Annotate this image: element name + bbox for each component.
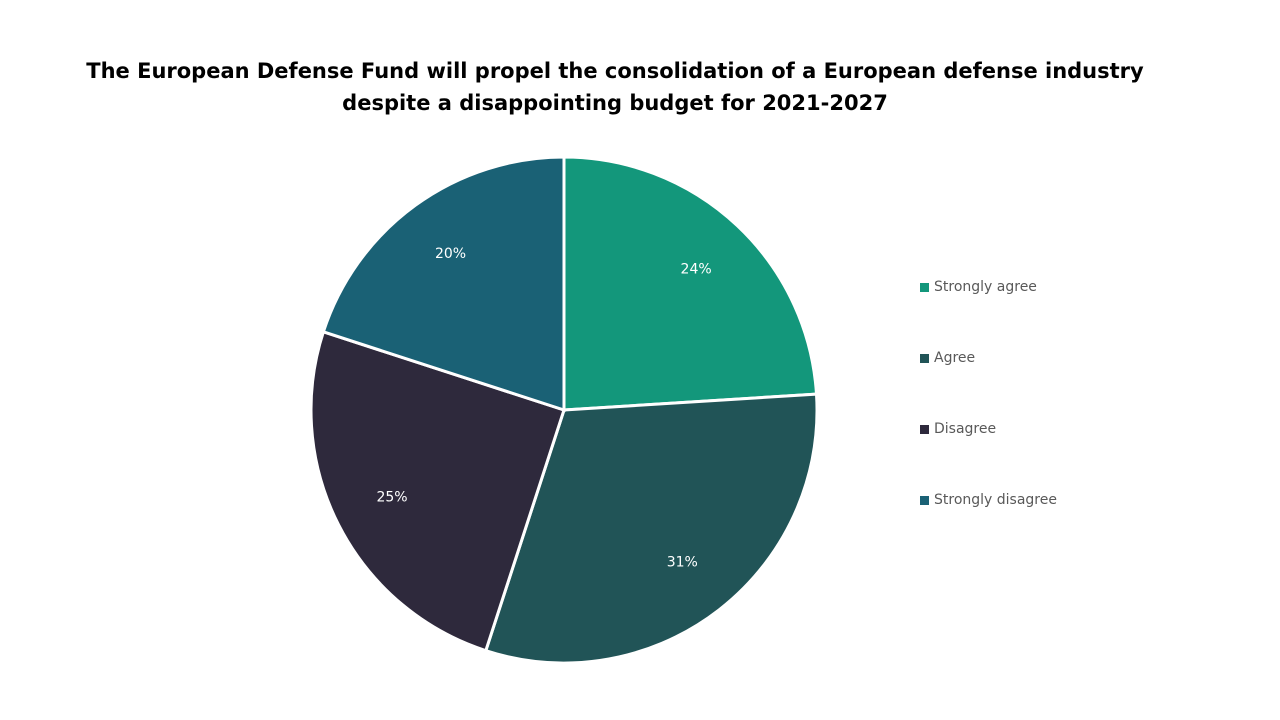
legend-label: Strongly disagree [934, 492, 1057, 508]
legend-item-agree: Agree [920, 348, 975, 368]
legend-item-disagree: Disagree [920, 419, 996, 439]
data-label-agree: 31% [667, 554, 698, 570]
pie-slice-agree [483, 392, 819, 665]
chart-title: The European Defense Fund will propel th… [86, 59, 1144, 115]
legend-label: Disagree [934, 421, 997, 437]
pie-slice-strongly-agree [562, 155, 819, 412]
pie-slice-strongly-disagree [321, 155, 566, 413]
pie-data-labels: 24% 31% 25% 20% [376, 246, 711, 571]
legend-swatch [920, 495, 929, 505]
pie-slice-disagree [309, 329, 566, 653]
pie-slices [309, 155, 819, 665]
data-label-strongly-disagree: 20% [435, 246, 466, 262]
legend-swatch [920, 424, 929, 434]
legend-label: Agree [934, 350, 976, 366]
data-label-strongly-agree: 24% [681, 261, 712, 277]
data-label-disagree: 25% [376, 490, 407, 506]
legend-item-strongly-disagree: Strongly disagree [920, 490, 1057, 510]
legend-item-strongly-agree: Strongly agree [920, 277, 1037, 297]
legend-swatch [920, 282, 929, 292]
legend-label: Strongly agree [934, 279, 1037, 295]
legend-swatch [920, 353, 929, 363]
